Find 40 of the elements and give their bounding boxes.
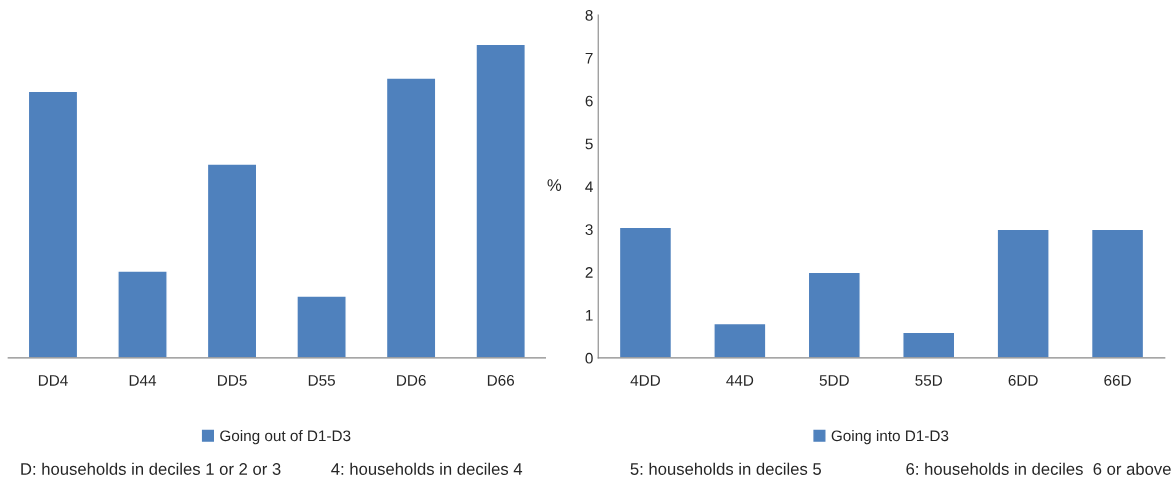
bar [206,163,258,358]
legend-label: Going into D1-D3 [831,429,949,445]
bar [713,322,767,358]
x-tick-label: DD5 [218,375,247,386]
y-tick-label: 7 [585,52,593,64]
bar [618,226,673,358]
y-tick-label: 4 [585,181,593,193]
bar [117,270,168,358]
text: 4: households in deciles 4 [331,462,523,475]
y-tick-label: 1 [586,310,593,321]
bar [902,331,956,358]
legend-label: Going out of D1-D3 [220,429,351,445]
text: 5: households in deciles 5 [630,462,821,475]
x-tick-label: DD6 [397,375,426,386]
x-tick-label: 6DD [1008,375,1038,386]
y-tick-label: 6 [585,95,593,107]
x-tick-label: 5DD [819,375,849,386]
y-tick-label: 0 [585,352,593,364]
bar [475,43,526,358]
x-tick-label: D44 [129,375,157,386]
y-tick-label: 2 [585,267,593,278]
x-tick-label: 4DD [630,375,660,386]
bar [1090,228,1145,358]
x-tick-label: 55D [915,375,943,386]
bar [807,271,861,358]
bar [996,228,1050,358]
text: D: households in deciles 1 or 2 or 3 [21,462,281,475]
bar [27,90,79,358]
text: 6: households in deciles 6 or above [906,462,1171,475]
x-tick-label: D66 [487,375,515,386]
x-tick-label: 44D [726,375,754,386]
x-tick-label: D55 [308,375,335,386]
y-tick-label: 8 [585,9,593,21]
y-tick-label: 5 [585,138,593,150]
y-axis-title: % [547,179,562,191]
y-tick-label: 3 [585,224,593,236]
bar [296,295,347,358]
x-tick-label: DD4 [38,375,68,386]
bar [385,77,437,358]
x-tick-label: 66D [1104,375,1131,386]
